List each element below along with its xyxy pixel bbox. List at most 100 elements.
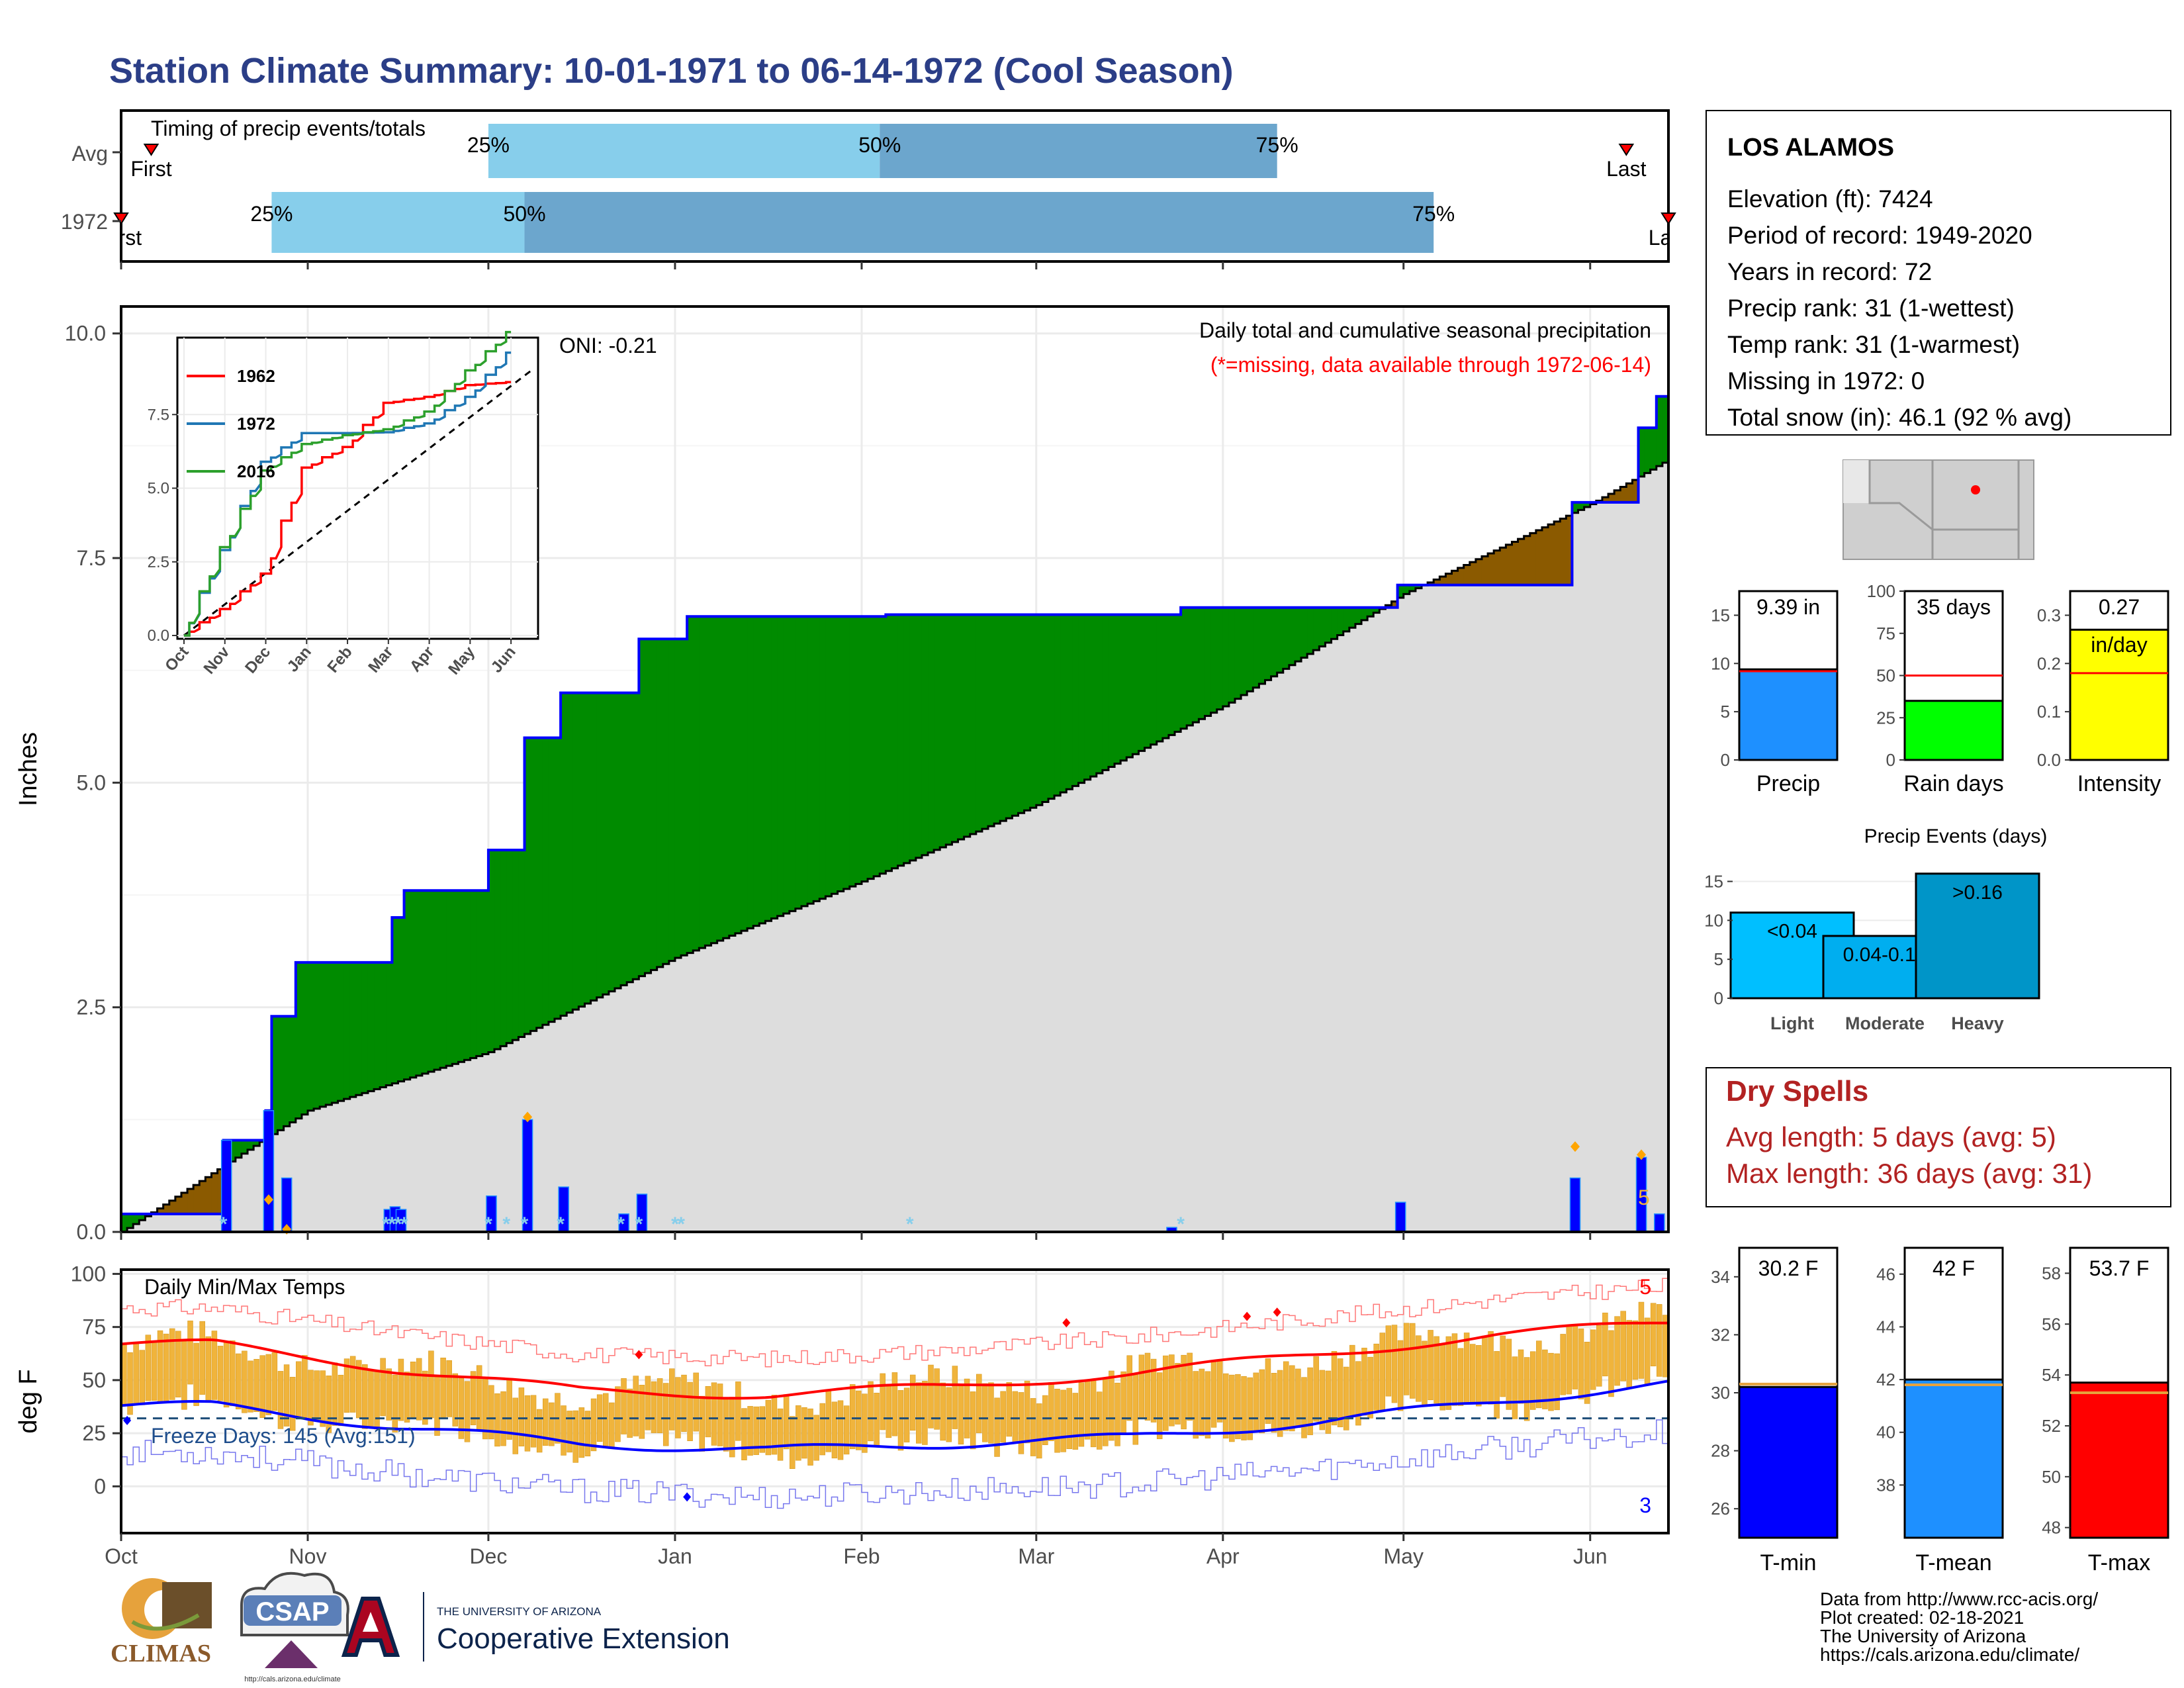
credit-line-2: Plot created: 02-18-2021 (1820, 1607, 2024, 1628)
surplus-area (277, 1016, 285, 1131)
daily-temp-bar (1054, 1389, 1060, 1453)
surplus-area (1115, 614, 1121, 764)
surplus-area (1168, 614, 1175, 735)
daily-temp-bar (476, 1365, 482, 1430)
daily-temp-bar (747, 1406, 753, 1456)
surplus-area (759, 616, 766, 923)
climas-logo: CLIMAS (111, 1578, 212, 1667)
record-max-count: 5 (1639, 1275, 1651, 1299)
normal-max-line (120, 1321, 1669, 1400)
surplus-area (1367, 607, 1374, 617)
surplus-area (1187, 607, 1193, 726)
surplus-area (283, 1016, 291, 1127)
snow-marker: * (502, 1213, 510, 1235)
daily-temp-bar (1283, 1361, 1289, 1431)
events-category-label: Moderate (1845, 1013, 1925, 1033)
surplus-area (868, 616, 874, 879)
last-event-label: Last (1649, 226, 1689, 250)
temp-summary-bar (1738, 1385, 1839, 1539)
snow-marker: * (382, 1213, 390, 1235)
record-temp-marker (635, 1350, 643, 1360)
surplus-area (741, 616, 748, 931)
surplus-area (1078, 614, 1085, 783)
surplus-area (693, 616, 700, 951)
deficit-area (1500, 547, 1506, 585)
mini-bar-tick-label: 75 (1876, 624, 1895, 643)
temp-y-tick-label: 75 (82, 1315, 106, 1339)
surplus-area (940, 614, 946, 847)
summary-mini-bars: 9.39 in Precip 0 5 10 15 35 days Rain days 0 25 50… (1711, 581, 2169, 796)
surplus-area (548, 737, 555, 1022)
daily-temp-bar (1650, 1303, 1657, 1367)
surplus-area (928, 614, 934, 853)
surplus-area (880, 616, 886, 874)
temp-summary-tick-label: 52 (2042, 1416, 2061, 1436)
timing-p25-label: 25% (467, 133, 510, 157)
daily-temp-bar (410, 1361, 416, 1418)
daily-temp-bar (1391, 1325, 1398, 1403)
inset-legend-label: 1972 (237, 414, 275, 434)
daily-precip-bar (1394, 1201, 1406, 1233)
daily-temp-bar (434, 1374, 440, 1436)
daily-temp-bar (1524, 1357, 1530, 1421)
surplus-area (440, 890, 447, 1068)
surplus-area (308, 962, 314, 1111)
surplus-area (915, 614, 923, 858)
daily-temp-bar (843, 1405, 850, 1455)
snow-marker: * (1177, 1213, 1185, 1235)
daily-temp-bar (1109, 1370, 1115, 1441)
deficit-area (1548, 524, 1555, 585)
daily-temp-bar (277, 1371, 284, 1429)
surplus-area (1409, 585, 1416, 591)
surplus-area (886, 614, 893, 871)
daily-temp-bar (1223, 1373, 1229, 1438)
surplus-area (687, 616, 694, 953)
precip-y-tick-label: 10.0 (65, 322, 106, 346)
daily-temp-bar (314, 1370, 320, 1422)
surplus-area (1361, 607, 1368, 620)
daily-temp-bar (398, 1358, 404, 1421)
observed-cumulative-line (121, 388, 1670, 1215)
surplus-area (1644, 428, 1651, 473)
daily-temp-bar (922, 1381, 928, 1445)
surplus-area (410, 890, 417, 1078)
surplus-area (1132, 614, 1140, 755)
daily-temp-bar (765, 1399, 772, 1456)
deficit-area (1451, 571, 1459, 585)
daily-temp-bar (1361, 1348, 1367, 1416)
snow-marker: * (677, 1213, 685, 1235)
x-tick-label: Feb (843, 1544, 880, 1568)
daily-temp-bar (952, 1366, 958, 1429)
x-tick-label: Jun (1573, 1544, 1608, 1568)
temp-summary-tick-label: 56 (2042, 1314, 2061, 1334)
surplus-area (241, 1140, 248, 1154)
surplus-area (855, 616, 862, 884)
daily-temp-bar (813, 1415, 819, 1461)
surplus-area (651, 639, 658, 970)
deficit-area (187, 1188, 194, 1214)
station-location-marker (1971, 485, 1980, 494)
daily-temp-bar (1163, 1355, 1169, 1431)
inset-legend-label: 1962 (237, 366, 275, 386)
temp-summary-tick-label: 58 (2042, 1263, 2061, 1283)
events-tick-label: 10 (1704, 910, 1723, 930)
daily-temp-bar (1265, 1358, 1271, 1424)
surplus-area (699, 616, 706, 949)
surplus-area (970, 614, 977, 835)
surplus-area (897, 614, 905, 866)
precip-y-axis: 0.0 2.5 5.0 7.5 10.0 (65, 322, 121, 1244)
dry-spells-title: Dry Spells (1726, 1075, 1868, 1107)
daily-temp-bar (308, 1370, 314, 1426)
daily-temp-bar (1590, 1329, 1596, 1390)
precip-y-tick-label: 2.5 (77, 996, 106, 1019)
events-tick-label: 5 (1714, 949, 1723, 969)
surplus-area (1253, 607, 1259, 688)
daily-temp-bar (1036, 1403, 1042, 1459)
daily-temp-bar (536, 1409, 543, 1453)
surplus-area (952, 614, 959, 842)
deficit-area (163, 1204, 170, 1214)
daily-temp-bar (1126, 1355, 1132, 1421)
daily-temp-bar (181, 1340, 187, 1410)
surplus-area (1150, 614, 1158, 745)
x-tick-label: Apr (1206, 1544, 1240, 1568)
